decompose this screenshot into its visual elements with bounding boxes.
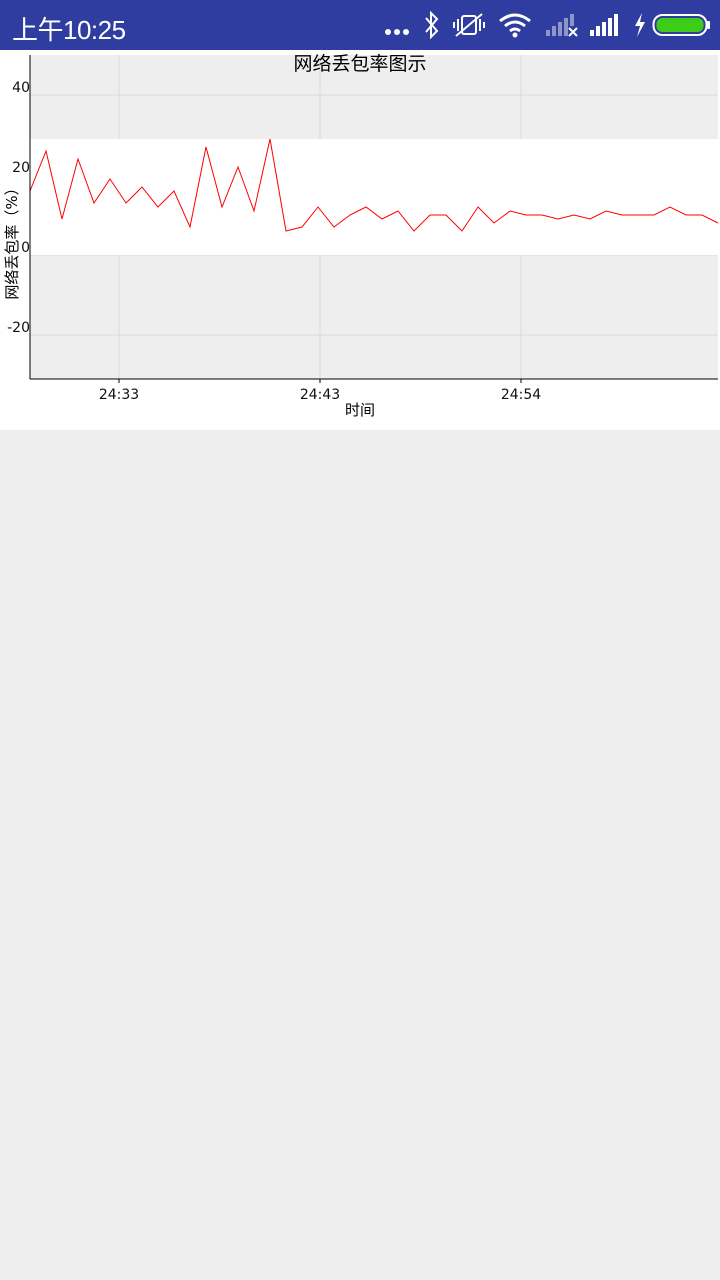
x-axis-ticks: 24:33 24:43 24:54 bbox=[99, 379, 541, 403]
x-tick-label: 24:33 bbox=[99, 387, 139, 403]
chart-card: 40 20 0 -20 24:33 24:43 24:54 网络丢包率图示 时间 网络丢包… bbox=[0, 50, 720, 430]
status-icons bbox=[380, 0, 720, 50]
chart-title: 网络丢包率图示 bbox=[293, 53, 426, 75]
charging-bolt-icon bbox=[635, 13, 645, 37]
x-tick-label: 24:54 bbox=[501, 387, 541, 403]
signal-full-icon bbox=[590, 14, 618, 36]
y-tick-label: 0 bbox=[21, 240, 30, 256]
status-time: 上午10:25 bbox=[12, 15, 126, 45]
wifi-icon bbox=[499, 13, 531, 38]
vibrate-off-icon bbox=[453, 13, 485, 37]
y-tick-label: 40 bbox=[12, 80, 30, 96]
series-line bbox=[29, 138, 719, 232]
data-band bbox=[30, 139, 718, 255]
more-dots-icon bbox=[385, 29, 409, 35]
bluetooth-icon bbox=[425, 11, 439, 39]
battery-icon bbox=[652, 14, 710, 36]
y-axis-ticks: 40 20 0 -20 bbox=[7, 80, 30, 336]
x-axis-label: 时间 bbox=[345, 401, 375, 419]
y-axis-label: 网络丢包率（%） bbox=[3, 180, 21, 299]
y-tick-label: 20 bbox=[12, 160, 30, 176]
packet-loss-chart: 40 20 0 -20 24:33 24:43 24:54 网络丢包率图示 时间 网络丢包… bbox=[3, 53, 719, 419]
x-tick-label: 24:43 bbox=[300, 387, 340, 403]
signal-no-service-icon bbox=[546, 14, 578, 37]
status-bar: 上午10:25 bbox=[0, 0, 720, 50]
y-tick-label: -20 bbox=[7, 320, 30, 336]
